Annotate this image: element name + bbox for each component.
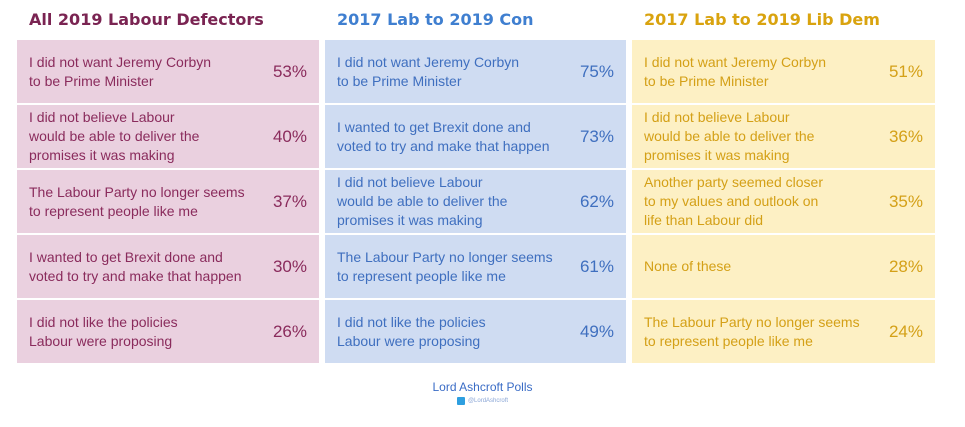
row-label: I did not believe Labour would be able t… xyxy=(644,109,815,163)
row-label: I wanted to get Brexit done and voted to… xyxy=(29,248,242,284)
column-title: All 2019 Labour Defectors xyxy=(29,9,264,29)
row-value: 40% xyxy=(272,126,307,146)
row-value: 24% xyxy=(888,321,923,341)
row-label: I did not like the policies Labour were … xyxy=(337,313,486,349)
rows-list: I did not want Jeremy Corbyn to be Prime… xyxy=(325,40,626,363)
table-row: None of these 28% xyxy=(632,235,935,298)
row-value: 73% xyxy=(579,126,614,146)
row-value: 28% xyxy=(888,256,923,276)
table-row: I did not want Jeremy Corbyn to be Prime… xyxy=(632,40,935,103)
twitter-icon xyxy=(456,397,465,405)
row-value: 61% xyxy=(579,256,614,276)
row-label: Another party seemed closer to my values… xyxy=(644,174,823,228)
row-label: The Labour Party no longer seems to repr… xyxy=(29,183,245,219)
table-row: The Labour Party no longer seems to repr… xyxy=(632,300,935,363)
table-row: I did not want Jeremy Corbyn to be Prime… xyxy=(325,40,626,103)
row-label: None of these xyxy=(644,258,732,274)
table-row: I did not like the policies Labour were … xyxy=(17,300,319,363)
row-value: 26% xyxy=(272,321,307,341)
row-value: 36% xyxy=(888,126,923,146)
row-value: 37% xyxy=(272,191,307,211)
row-label: I did not believe Labour would be able t… xyxy=(337,174,508,228)
row-label: I did not believe Labour would be able t… xyxy=(29,109,200,163)
row-label: The Labour Party no longer seems to repr… xyxy=(337,248,553,284)
row-label: I did not want Jeremy Corbyn to be Prime… xyxy=(29,53,212,89)
footer: Lord Ashcroft Polls @LordAshcroft xyxy=(0,380,965,405)
table-row: Another party seemed closer to my values… xyxy=(632,170,935,233)
table-row: I wanted to get Brexit done and voted to… xyxy=(17,235,319,298)
column-all-defectors: All 2019 Labour Defectors I did not want… xyxy=(17,0,319,363)
footer-handle-row: @LordAshcroft xyxy=(0,397,965,405)
table-row: I did not believe Labour would be able t… xyxy=(632,105,935,168)
row-value: 35% xyxy=(888,191,923,211)
table-row: I did not believe Labour would be able t… xyxy=(17,105,319,168)
row-label: I did not like the policies Labour were … xyxy=(29,313,178,349)
row-label: I did not want Jeremy Corbyn to be Prime… xyxy=(337,53,520,89)
footer-handle: @LordAshcroft xyxy=(467,398,509,404)
table-row: I did not like the policies Labour were … xyxy=(325,300,626,363)
footer-brand: Lord Ashcroft Polls xyxy=(432,380,533,394)
rows-list: I did not want Jeremy Corbyn to be Prime… xyxy=(17,40,319,363)
table-row: I did not want Jeremy Corbyn to be Prime… xyxy=(17,40,319,103)
column-lab-to-con: 2017 Lab to 2019 Con I did not want Jere… xyxy=(325,0,626,363)
table-row: The Labour Party no longer seems to repr… xyxy=(325,235,626,298)
row-value: 75% xyxy=(579,61,614,81)
row-label: I wanted to get Brexit done and voted to… xyxy=(337,118,550,154)
row-value: 53% xyxy=(272,61,307,81)
column-title: 2017 Lab to 2019 Con xyxy=(337,9,534,29)
table-row: I wanted to get Brexit done and voted to… xyxy=(325,105,626,168)
table-row: I did not believe Labour would be able t… xyxy=(325,170,626,233)
row-value: 62% xyxy=(579,191,614,211)
column-lab-to-libdem: 2017 Lab to 2019 Lib Dem I did not want … xyxy=(632,0,935,363)
row-label: The Labour Party no longer seems to repr… xyxy=(644,313,860,349)
row-label: I did not want Jeremy Corbyn to be Prime… xyxy=(644,53,827,89)
rows-list: I did not want Jeremy Corbyn to be Prime… xyxy=(632,40,935,363)
row-value: 30% xyxy=(272,256,307,276)
column-title: 2017 Lab to 2019 Lib Dem xyxy=(644,9,880,29)
row-value: 51% xyxy=(888,61,923,81)
table-row: The Labour Party no longer seems to repr… xyxy=(17,170,319,233)
row-value: 49% xyxy=(579,321,614,341)
